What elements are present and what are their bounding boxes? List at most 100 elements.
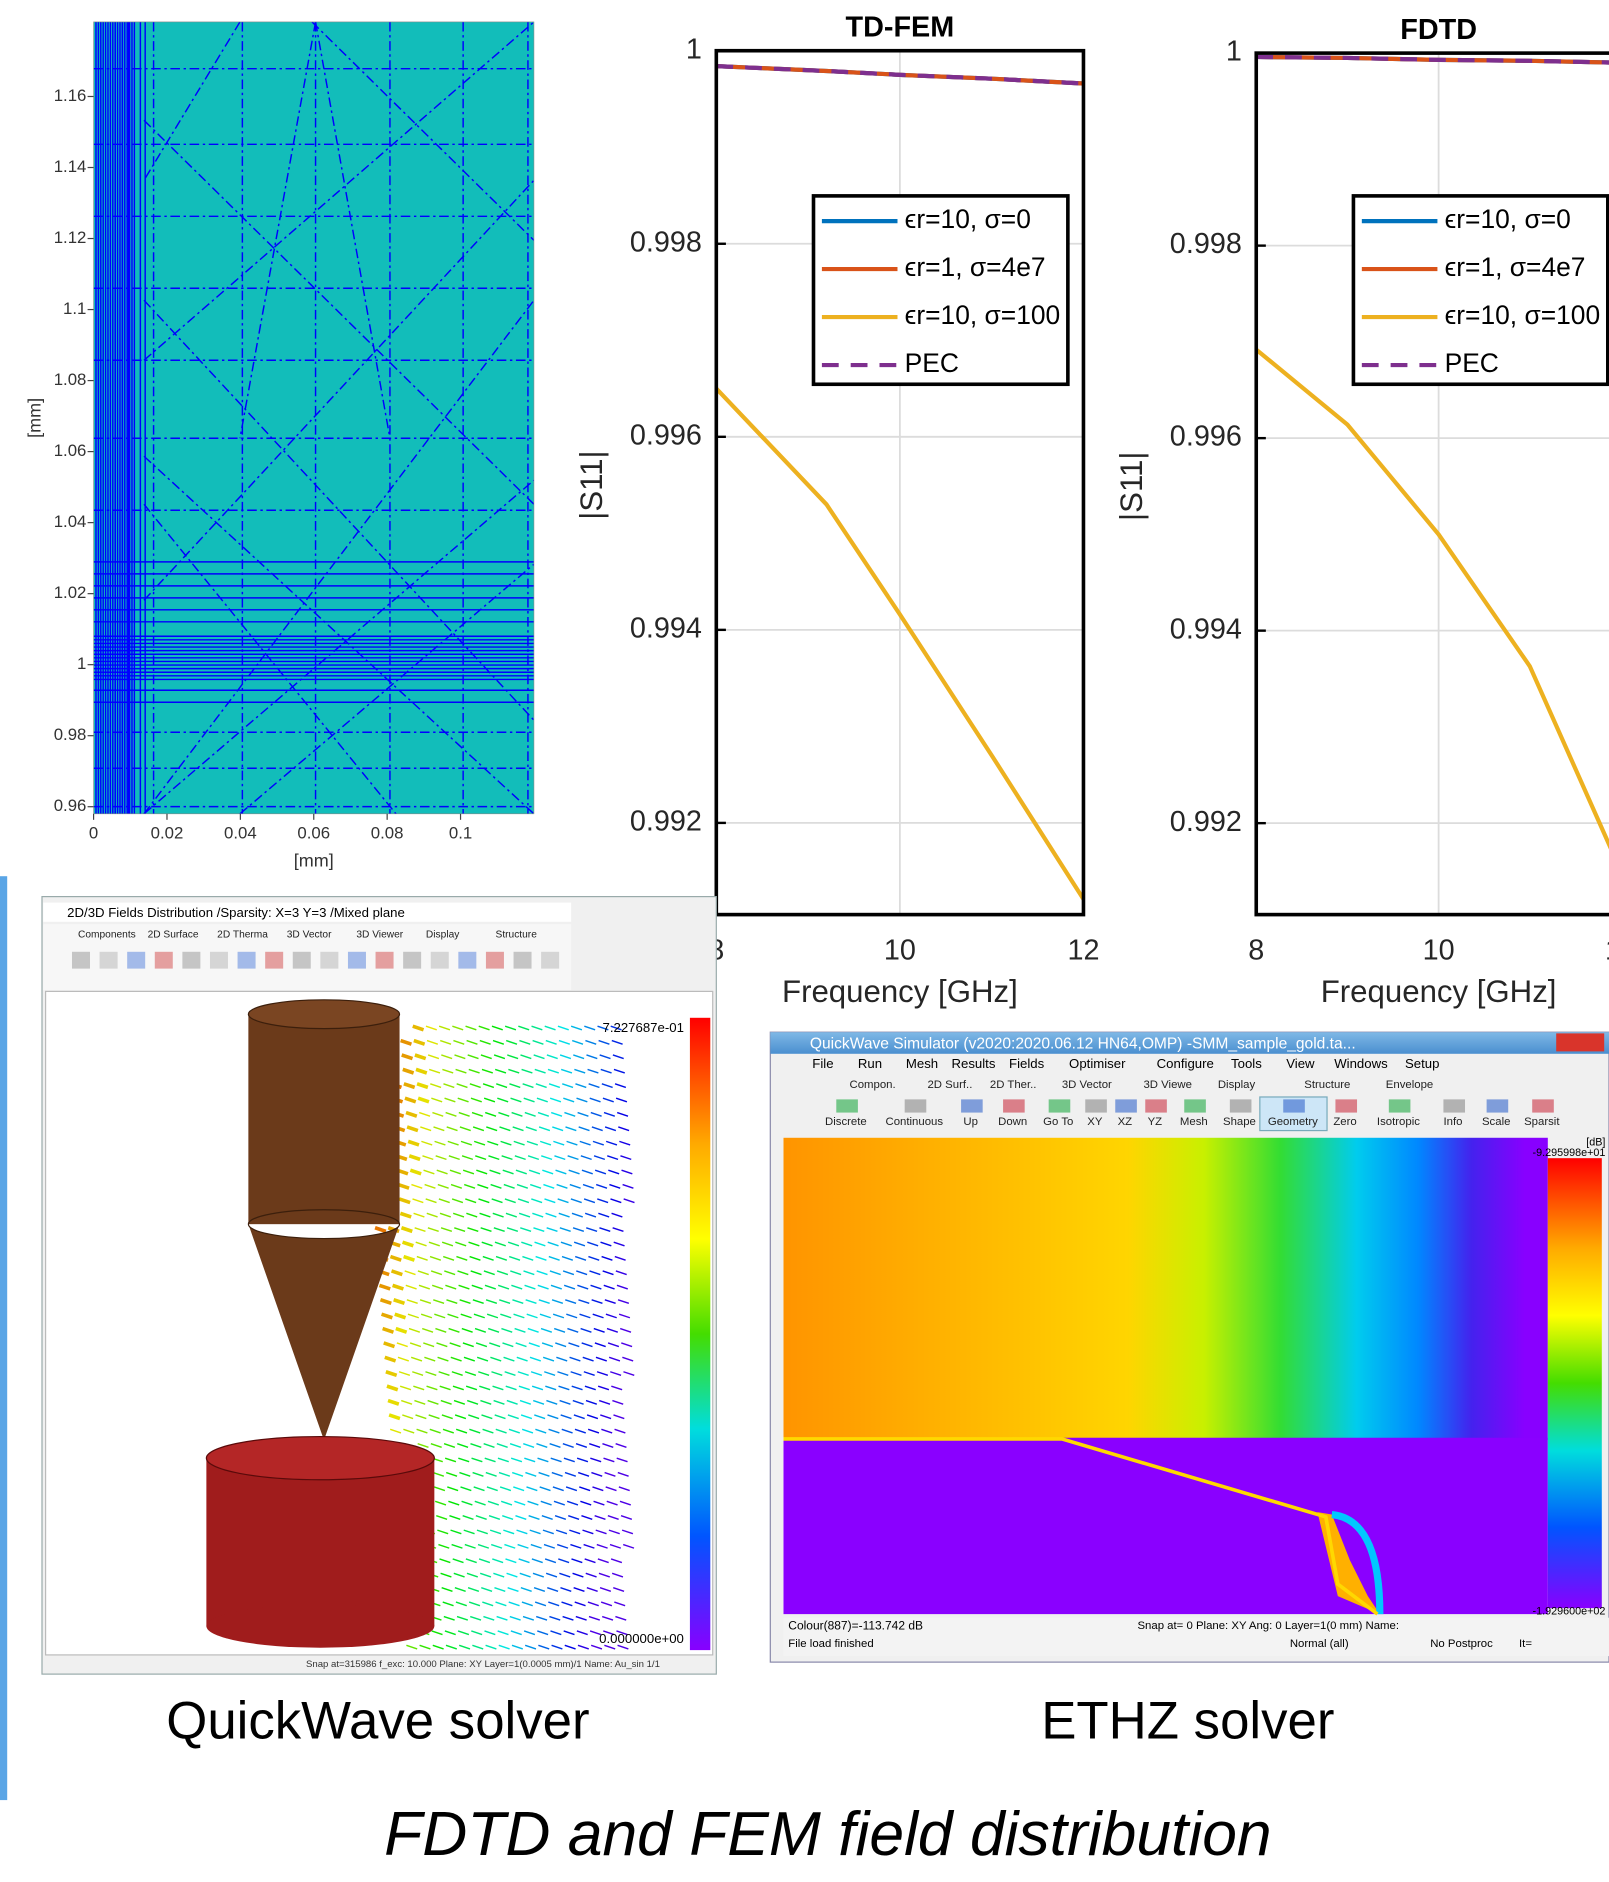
menu-item[interactable]: Results xyxy=(951,1056,995,1071)
button-icon xyxy=(1388,1099,1411,1113)
ribbon-tab[interactable]: Display xyxy=(1218,1079,1256,1091)
ribbon-button[interactable]: Scale xyxy=(1482,1116,1510,1128)
field-arrow xyxy=(459,1126,471,1132)
ribbon-tab[interactable]: Compon. xyxy=(849,1079,895,1091)
field-arrow xyxy=(589,1443,601,1449)
window-title: QuickWave Simulator (v2020:2020.06.12 HN… xyxy=(810,1035,1356,1052)
field-arrow xyxy=(602,1443,614,1449)
field-arrow xyxy=(505,1558,517,1564)
field-arrow xyxy=(530,1543,542,1549)
ribbon-button[interactable]: Continuous xyxy=(886,1116,944,1128)
ribbon-button[interactable]: Info xyxy=(1444,1116,1463,1128)
menu-item[interactable]: Setup xyxy=(1405,1056,1439,1071)
field-arrow xyxy=(513,1140,525,1146)
y-tick-label: 0.992 xyxy=(1170,806,1242,838)
button-icon xyxy=(1335,1099,1358,1113)
ribbon-tab[interactable]: 2D Ther.. xyxy=(990,1079,1037,1091)
menu-item[interactable]: View xyxy=(1286,1056,1315,1071)
ribbon-button[interactable]: Isotropic xyxy=(1377,1116,1420,1128)
field-arrow xyxy=(443,1443,456,1449)
field-arrow xyxy=(615,1270,627,1276)
field-arrow xyxy=(562,1615,574,1621)
menu-item[interactable]: Optimiser xyxy=(1069,1056,1126,1071)
field-arrow xyxy=(586,1227,598,1233)
field-arrow xyxy=(479,1385,491,1391)
field-arrow xyxy=(511,1111,523,1117)
ribbon-button[interactable]: Sparsit xyxy=(1524,1116,1560,1128)
field-arrow xyxy=(577,1644,589,1650)
field-arrow xyxy=(577,1111,589,1117)
field-arrow xyxy=(571,1385,583,1391)
ribbon-tab[interactable]: 3D Vector xyxy=(1062,1079,1112,1091)
field-arrow xyxy=(424,1183,436,1189)
button-icon xyxy=(904,1099,927,1113)
field-arrow xyxy=(611,1039,623,1045)
field-arrow xyxy=(522,1083,534,1089)
ribbon-tab[interactable]: Structure xyxy=(496,930,538,941)
ribbon-tab[interactable]: 3D Viewer xyxy=(356,930,403,941)
field-arrow xyxy=(533,1054,545,1060)
field-arrow xyxy=(586,1587,598,1593)
ribbon-tab[interactable]: Structure xyxy=(1304,1079,1350,1091)
field-arrow xyxy=(528,1169,541,1175)
field-arrow xyxy=(474,1327,487,1333)
ribbon-button[interactable]: XY xyxy=(1087,1116,1103,1128)
field-arrow xyxy=(518,1025,530,1031)
field-arrow xyxy=(519,1399,532,1405)
ribbon-button[interactable]: Mesh xyxy=(1180,1116,1208,1128)
menu-item[interactable]: Windows xyxy=(1334,1056,1388,1071)
field-arrow xyxy=(580,1327,592,1333)
field-arrow xyxy=(590,1457,602,1463)
menu-item[interactable]: Fields xyxy=(1009,1056,1045,1071)
menu-item[interactable]: File xyxy=(812,1056,833,1071)
ribbon-tab[interactable]: 2D Therma xyxy=(217,930,268,941)
field-arrow xyxy=(385,1370,398,1378)
ribbon-button[interactable]: Up xyxy=(963,1116,978,1128)
field-arrow xyxy=(579,1140,591,1146)
ribbon-button[interactable]: Zero xyxy=(1333,1116,1356,1128)
ribbon-button[interactable]: XZ xyxy=(1118,1116,1133,1128)
field-arrow xyxy=(610,1558,623,1564)
ribbon-button[interactable]: Discrete xyxy=(825,1116,867,1128)
menu-item[interactable]: Configure xyxy=(1157,1056,1214,1071)
ribbon-button[interactable]: Down xyxy=(998,1116,1027,1128)
ribbon-tab[interactable]: Envelope xyxy=(1386,1079,1433,1091)
field-arrow xyxy=(447,1313,459,1319)
field-arrow xyxy=(416,1082,429,1090)
field-arrow xyxy=(540,1327,553,1333)
ribbon-button[interactable]: YZ xyxy=(1148,1116,1163,1128)
ribbon-tab[interactable]: 2D Surf.. xyxy=(927,1079,972,1091)
ribbon-tab[interactable]: 3D Viewe xyxy=(1143,1079,1191,1091)
ribbon-tab[interactable]: 2D Surface xyxy=(148,930,199,941)
menu-item[interactable]: Tools xyxy=(1231,1056,1262,1071)
field-arrow xyxy=(621,1169,633,1175)
field-arrow xyxy=(479,1572,492,1578)
field-arrow xyxy=(539,1486,551,1492)
ribbon-tab[interactable]: Components xyxy=(78,930,136,941)
field-arrow xyxy=(585,1399,598,1405)
field-arrow xyxy=(593,1327,605,1333)
field-arrow xyxy=(569,1183,581,1189)
ribbon-button[interactable]: Go To xyxy=(1043,1116,1073,1128)
ribbon-button[interactable]: Geometry xyxy=(1268,1116,1318,1128)
field-arrow xyxy=(407,1313,419,1319)
field-arrow xyxy=(418,1284,431,1290)
field-arrow xyxy=(508,1068,520,1074)
ribbon-tab[interactable]: Display xyxy=(426,930,460,941)
ribbon-button[interactable]: Shape xyxy=(1223,1116,1256,1128)
field-arrow xyxy=(474,1500,486,1506)
field-arrow xyxy=(451,1371,463,1377)
field-arrow xyxy=(402,1067,415,1075)
menu-item[interactable]: Mesh xyxy=(906,1056,938,1071)
field-arrow xyxy=(485,1471,497,1477)
ribbon-tab[interactable]: 3D Vector xyxy=(287,930,332,941)
menu-item[interactable]: Run xyxy=(858,1056,882,1071)
field-arrow xyxy=(469,1083,481,1089)
field-arrow xyxy=(470,1443,482,1449)
field-arrow xyxy=(541,1342,554,1348)
x-tick-label: 0.06 xyxy=(297,824,330,843)
field-arrow xyxy=(587,1428,600,1434)
close-button[interactable] xyxy=(1556,1033,1605,1052)
field-arrow xyxy=(559,1227,571,1233)
field-arrow xyxy=(453,1039,465,1045)
